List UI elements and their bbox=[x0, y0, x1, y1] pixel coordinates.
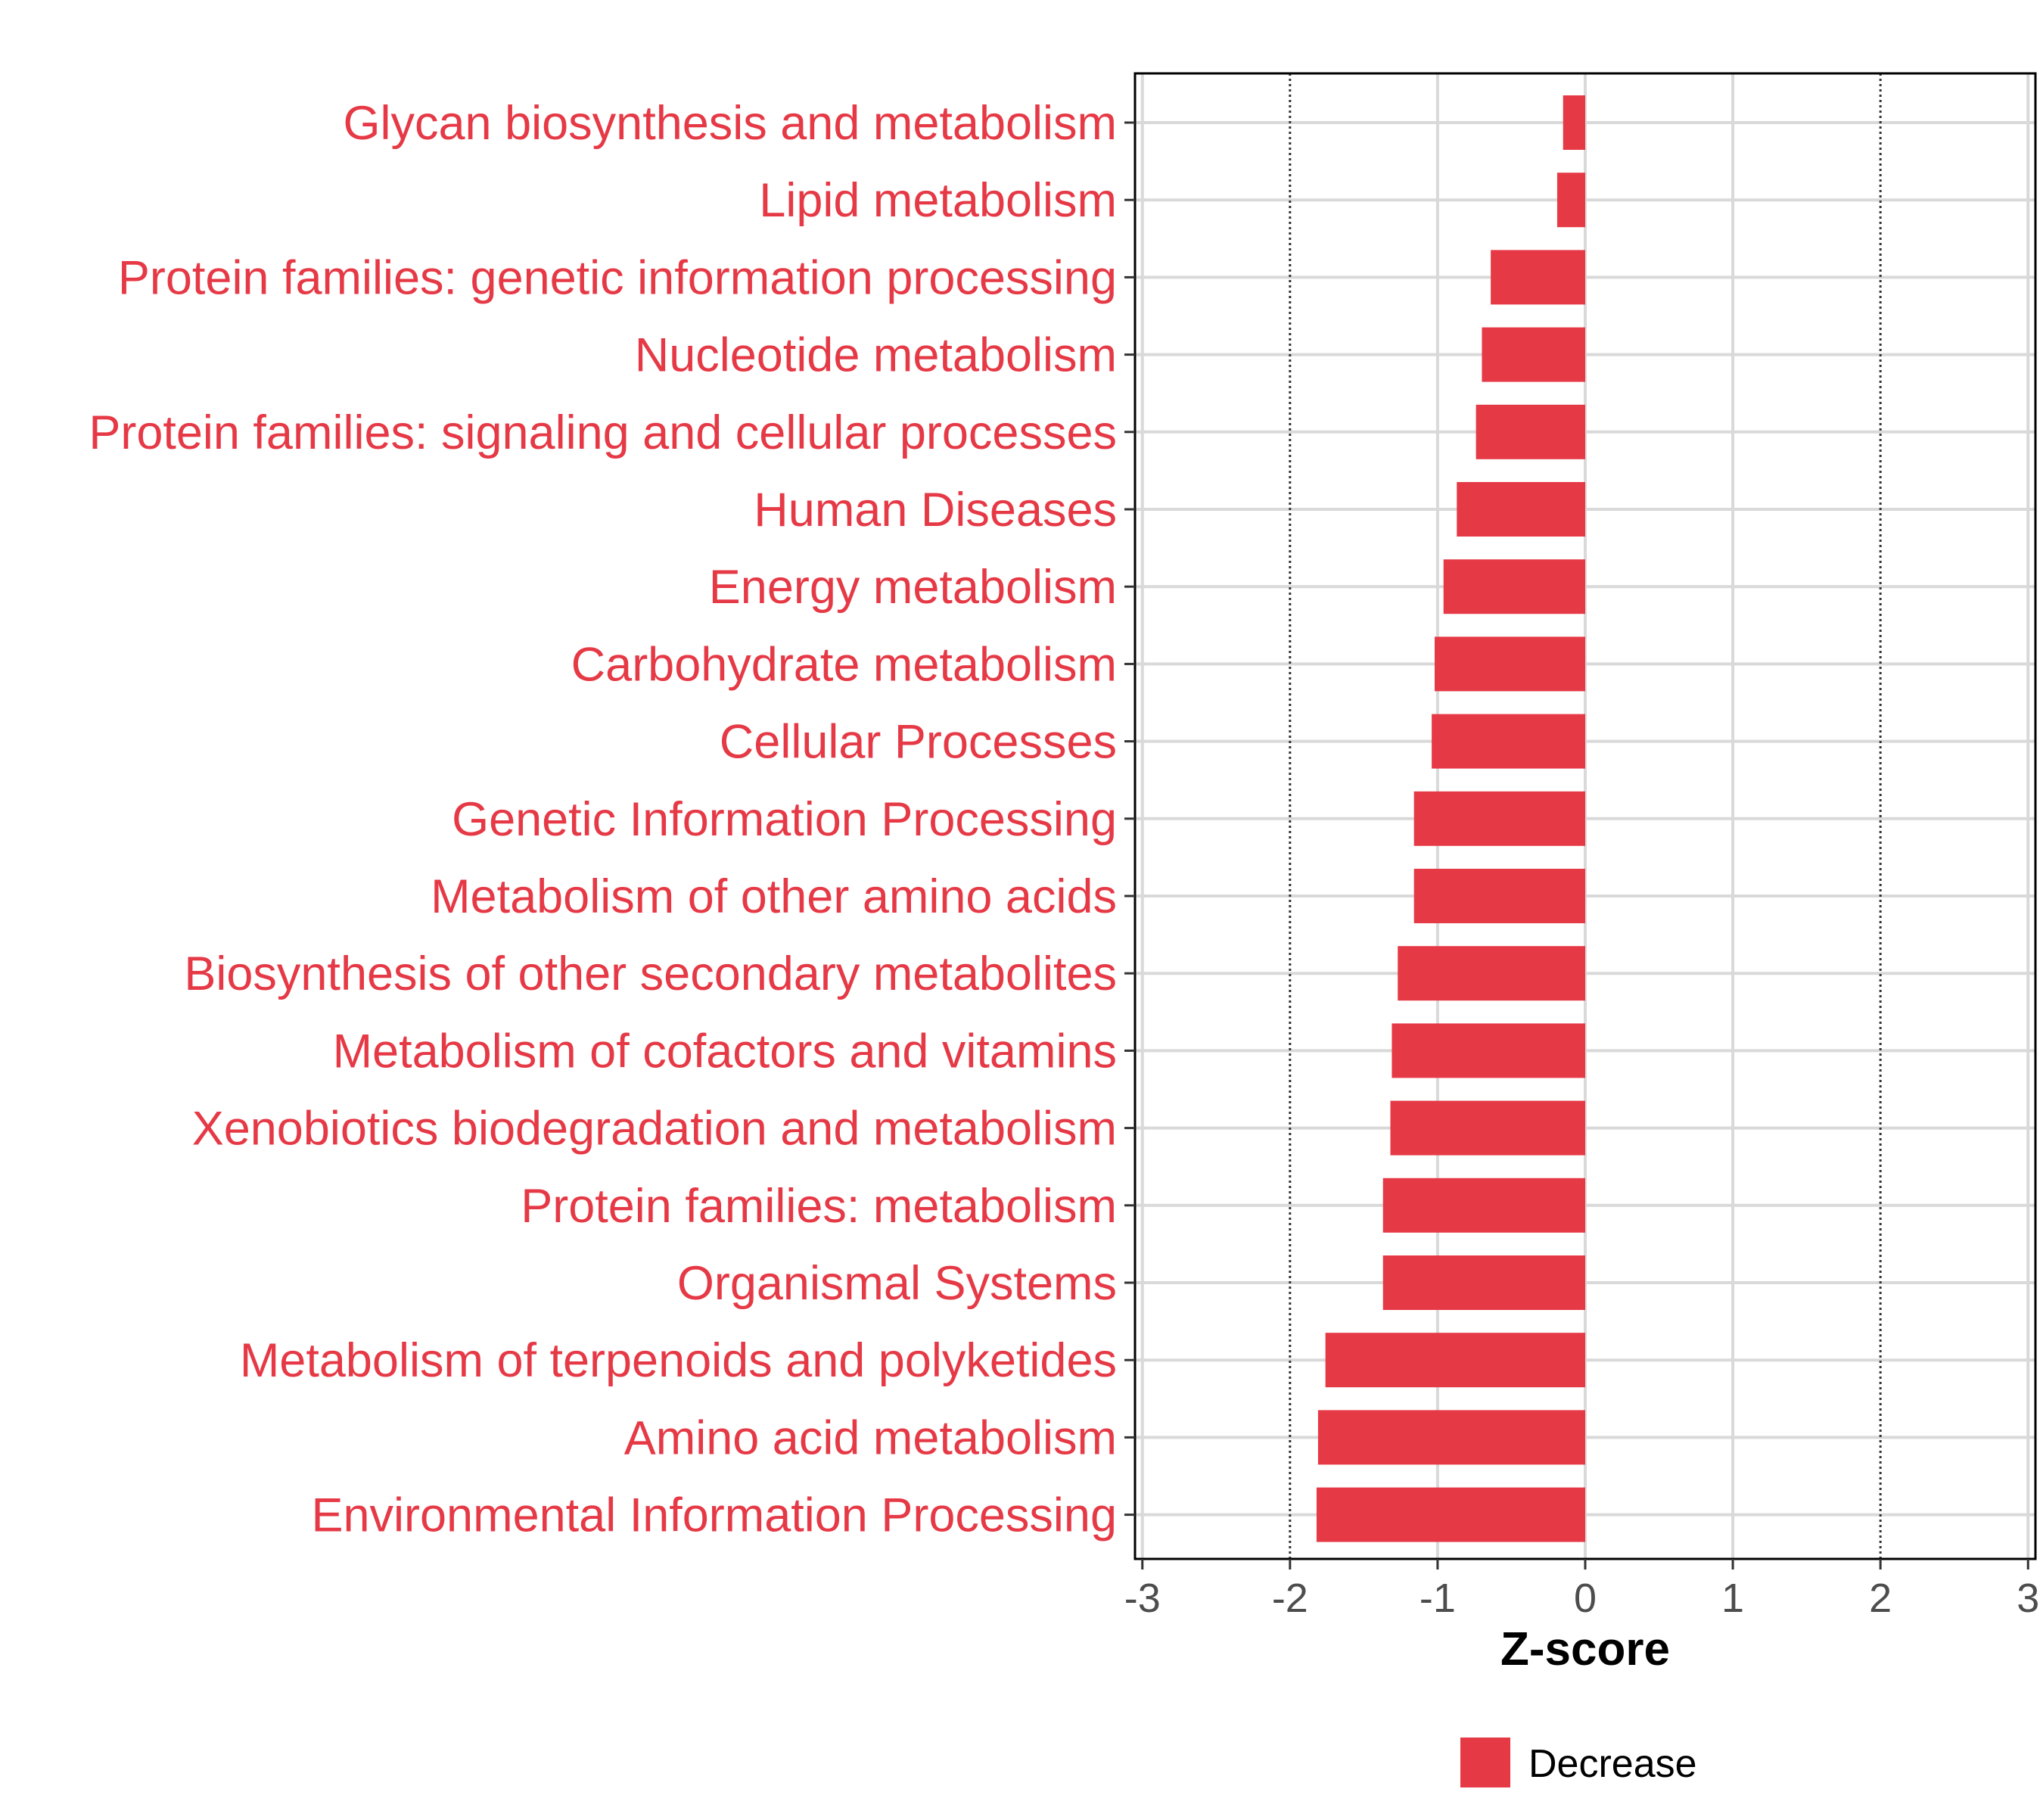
x-axis-title: Z-score bbox=[1500, 1623, 1670, 1675]
y-tick-label: Amino acid metabolism bbox=[624, 1411, 1117, 1464]
x-tick-label: -3 bbox=[1124, 1576, 1161, 1621]
y-tick-label: Metabolism of terpenoids and polyketides bbox=[240, 1334, 1117, 1387]
y-tick-label: Metabolism of cofactors and vitamins bbox=[333, 1025, 1117, 1078]
y-tick-label: Environmental Information Processing bbox=[311, 1489, 1117, 1542]
bar bbox=[1476, 404, 1585, 459]
y-axis: Glycan biosynthesis and metabolism Lipid … bbox=[89, 97, 1135, 1542]
bar bbox=[1443, 559, 1585, 614]
y-tick-label: Metabolism of other amino acids bbox=[431, 870, 1117, 923]
bar bbox=[1382, 1178, 1585, 1233]
bar bbox=[1390, 1100, 1585, 1156]
legend-key-decrease bbox=[1460, 1738, 1510, 1787]
bar bbox=[1392, 1023, 1585, 1078]
bar bbox=[1382, 1255, 1585, 1310]
bar bbox=[1398, 946, 1585, 1001]
x-tick-label: -1 bbox=[1420, 1576, 1456, 1621]
y-tick-label: Cellular Processes bbox=[720, 716, 1117, 769]
y-tick-label: Xenobiotics biodegradation and metabolis… bbox=[192, 1103, 1117, 1156]
y-tick-label: Lipid metabolism bbox=[759, 174, 1117, 227]
reference-lines bbox=[1289, 73, 1882, 1559]
y-tick-label: Genetic Information Processing bbox=[452, 793, 1117, 846]
bar bbox=[1491, 250, 1585, 305]
y-tick-label: Nucleotide metabolism bbox=[635, 329, 1117, 382]
legend: Decrease bbox=[1460, 1738, 1697, 1787]
bar bbox=[1563, 95, 1585, 150]
bar bbox=[1482, 327, 1585, 382]
x-tick-label: 1 bbox=[1721, 1576, 1744, 1621]
x-tick-label: 0 bbox=[1574, 1576, 1597, 1621]
x-tick-label: -2 bbox=[1272, 1576, 1308, 1621]
y-tick-label: Human Diseases bbox=[754, 484, 1117, 537]
y-tick-label: Protein families: signaling and cellular… bbox=[89, 406, 1117, 459]
bar bbox=[1457, 482, 1585, 537]
y-tick-label: Glycan biosynthesis and metabolism bbox=[344, 97, 1118, 150]
bar bbox=[1435, 636, 1585, 692]
x-tick-label: 2 bbox=[1869, 1576, 1892, 1621]
y-tick-label: Protein families: metabolism bbox=[521, 1180, 1117, 1233]
bar bbox=[1413, 791, 1585, 846]
x-tick-label: 3 bbox=[2017, 1576, 2039, 1621]
legend-label-decrease: Decrease bbox=[1528, 1742, 1697, 1786]
y-tick-label: Protein families: genetic information pr… bbox=[118, 251, 1117, 304]
y-tick-label: Carbohydrate metabolism bbox=[571, 638, 1117, 691]
bar bbox=[1316, 1487, 1585, 1542]
bar bbox=[1325, 1333, 1585, 1388]
bar bbox=[1556, 173, 1585, 228]
bar bbox=[1432, 714, 1585, 769]
y-tick-label: Organismal Systems bbox=[677, 1257, 1117, 1310]
bar bbox=[1413, 869, 1585, 923]
bar bbox=[1317, 1410, 1585, 1465]
bars-layer bbox=[1316, 95, 1585, 1542]
y-tick-label: Biosynthesis of other secondary metaboli… bbox=[184, 947, 1117, 1000]
y-tick-label: Energy metabolism bbox=[709, 561, 1117, 614]
x-axis: -3 -2 -1 0 1 2 3 bbox=[1124, 1559, 2039, 1621]
